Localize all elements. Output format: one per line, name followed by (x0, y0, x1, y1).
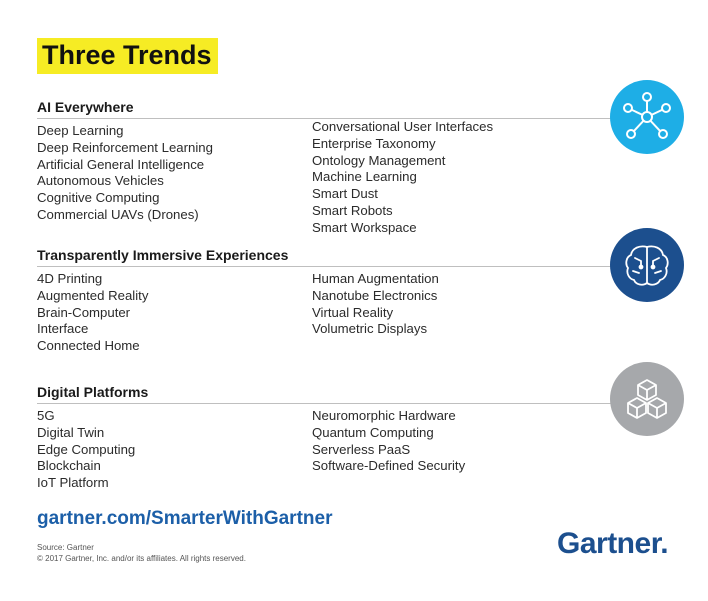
trend-item: Nanotube Electronics (312, 287, 438, 303)
trend-item: Conversational User Interfaces (312, 119, 494, 134)
trend-item: Edge Computing (37, 441, 136, 457)
trend-item: Machine Learning (312, 169, 417, 185)
trend-item: Commercial UAVs (Drones) (37, 206, 199, 222)
trend-item: 5G (37, 408, 55, 423)
trend-list-left: 5G Digital Twin Edge Computing Blockchai… (37, 408, 135, 492)
trend-item: Volumetric Displays (312, 321, 428, 337)
section-heading: AI Everywhere (37, 99, 612, 119)
page-title: Three Trends (37, 38, 218, 74)
trend-item: Artificial General Intelligence (37, 156, 205, 172)
trend-item: Virtual Reality (312, 304, 394, 320)
trend-item: Smart Workspace (312, 219, 417, 235)
trend-item: Ontology Management (312, 152, 446, 168)
brain-icon (610, 228, 684, 302)
trend-item: Quantum Computing (312, 424, 434, 440)
trend-list-right: Conversational User Interfaces Enterpris… (312, 119, 493, 237)
trend-item: Brain-Computer (37, 304, 131, 320)
source-note: Source: Gartner © 2017 Gartner, Inc. and… (37, 542, 246, 564)
copyright-line: © 2017 Gartner, Inc. and/or its affiliat… (37, 554, 246, 563)
trend-item: Deep Learning (37, 123, 124, 138)
trend-item: 4D Printing (37, 271, 103, 286)
trend-list-left: Deep Learning Deep Reinforcement Learnin… (37, 123, 213, 224)
trend-item: Interface (37, 321, 89, 337)
section-immersive-experiences: Transparently Immersive Experiences 4D P… (37, 247, 612, 353)
gartner-logo: Gartner. (557, 527, 669, 560)
trend-item: Connected Home (37, 338, 140, 354)
trend-item: Software-Defined Security (312, 458, 466, 474)
section-heading: Digital Platforms (37, 384, 612, 404)
section-heading: Transparently Immersive Experiences (37, 247, 612, 267)
trend-list-right: Neuromorphic Hardware Quantum Computing … (312, 408, 465, 475)
trend-item: Augmented Reality (37, 287, 149, 303)
section-digital-platforms: Digital Platforms 5G Digital Twin Edge C… (37, 384, 612, 490)
cubes-icon (610, 362, 684, 436)
trend-item: Autonomous Vehicles (37, 173, 164, 189)
trend-item: Smart Dust (312, 186, 378, 202)
source-line: Source: Gartner (37, 543, 94, 552)
trend-list-left: 4D Printing Augmented Reality Brain-Comp… (37, 271, 148, 355)
trend-item: Cognitive Computing (37, 190, 160, 206)
section-ai-everywhere: AI Everywhere Deep Learning Deep Reinfor… (37, 99, 612, 235)
trend-item: Enterprise Taxonomy (312, 135, 436, 151)
trend-item: Human Augmentation (312, 271, 439, 286)
trend-item: Blockchain (37, 458, 101, 474)
trend-item: Digital Twin (37, 424, 105, 440)
trend-item: Neuromorphic Hardware (312, 408, 456, 423)
trend-item: Smart Robots (312, 202, 393, 218)
network-icon (610, 80, 684, 154)
trend-item: Serverless PaaS (312, 441, 411, 457)
trend-item: IoT Platform (37, 475, 109, 491)
gartner-link[interactable]: gartner.com/SmarterWithGartner (37, 508, 333, 529)
trend-list-right: Human Augmentation Nanotube Electronics … (312, 271, 439, 338)
trend-item: Deep Reinforcement Learning (37, 139, 213, 155)
